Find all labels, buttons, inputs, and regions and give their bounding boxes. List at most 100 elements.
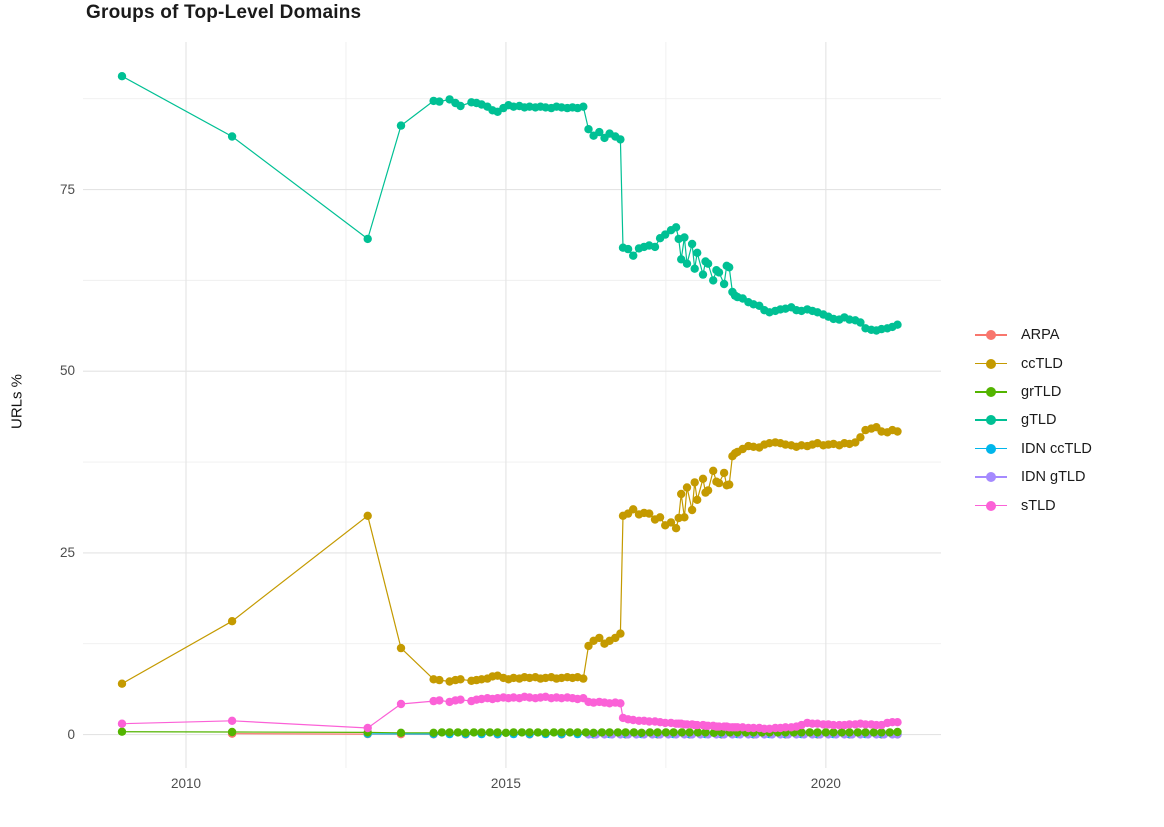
data-point-gtld bbox=[725, 263, 734, 272]
data-point-cctld bbox=[579, 674, 588, 683]
data-point-cctld bbox=[645, 509, 654, 518]
x-tick-label: 2015 bbox=[490, 776, 521, 791]
legend-item-label: gTLD bbox=[1021, 412, 1057, 429]
chart-title: Groups of Top-Level Domains bbox=[86, 2, 362, 23]
data-point-cctld bbox=[595, 633, 604, 643]
data-point-stld bbox=[861, 720, 870, 729]
data-point-grtld bbox=[509, 728, 518, 737]
data-point-gtld bbox=[856, 318, 865, 327]
data-point-grtld bbox=[581, 728, 591, 737]
legend-item-gtld: gTLD bbox=[975, 406, 1092, 434]
data-point-cctld bbox=[616, 629, 625, 638]
data-point-gtld bbox=[893, 320, 902, 329]
data-point-grtld bbox=[525, 728, 534, 737]
data-point-grtld bbox=[845, 728, 854, 737]
data-point-grtld bbox=[429, 728, 438, 737]
data-point-grtld bbox=[701, 728, 710, 737]
data-point-stld bbox=[456, 695, 465, 704]
data-point-grtld bbox=[693, 728, 703, 737]
data-point-grtld bbox=[685, 728, 694, 737]
data-point-grtld bbox=[613, 728, 623, 737]
legend-item-idn-gtld: IDN gTLD bbox=[975, 463, 1092, 491]
data-point-grtld bbox=[877, 728, 886, 737]
data-point-gtld bbox=[690, 264, 699, 273]
legend-key-icon bbox=[975, 358, 1007, 370]
data-point-cctld bbox=[117, 679, 127, 688]
data-point-cctld bbox=[703, 486, 713, 495]
data-point-grtld bbox=[853, 728, 862, 737]
data-point-gtld bbox=[714, 268, 724, 277]
legend: ARPA ccTLD grTLD gTLD IDN ccTLD IDN gTLD… bbox=[975, 321, 1092, 520]
data-point-grtld bbox=[885, 728, 894, 737]
data-point-stld bbox=[435, 696, 444, 705]
data-point-gtld bbox=[363, 234, 372, 244]
data-point-cctld bbox=[690, 478, 699, 487]
data-point-gtld bbox=[595, 127, 604, 137]
data-point-grtld bbox=[597, 728, 607, 737]
data-point-grtld bbox=[677, 728, 687, 737]
data-point-grtld bbox=[629, 728, 639, 737]
data-point-cctld bbox=[677, 489, 686, 499]
data-point-cctld bbox=[396, 643, 406, 653]
data-point-grtld bbox=[493, 728, 502, 737]
legend-item-label: IDN gTLD bbox=[1021, 469, 1086, 486]
data-point-cctld bbox=[671, 524, 681, 533]
data-point-grtld bbox=[837, 728, 846, 737]
data-point-grtld bbox=[501, 728, 511, 737]
data-point-cctld bbox=[680, 513, 689, 522]
data-point-cctld bbox=[655, 513, 665, 522]
data-point-grtld bbox=[117, 727, 127, 736]
data-point-stld bbox=[693, 720, 702, 730]
legend-item-label: grTLD bbox=[1021, 383, 1062, 400]
data-point-gtld bbox=[661, 230, 670, 239]
data-point-grtld bbox=[461, 728, 470, 737]
data-point-stld bbox=[845, 720, 854, 729]
data-point-grtld bbox=[396, 728, 406, 737]
data-point-gtld bbox=[703, 259, 713, 268]
data-point-grtld bbox=[805, 728, 814, 737]
data-point-grtld bbox=[797, 728, 806, 737]
data-point-grtld bbox=[533, 728, 543, 737]
data-point-cctld bbox=[714, 478, 724, 488]
data-point-cctld bbox=[856, 433, 865, 442]
data-point-cctld bbox=[893, 427, 902, 436]
data-point-stld bbox=[396, 699, 406, 709]
data-point-gtld bbox=[435, 97, 444, 106]
data-point-gtld bbox=[693, 248, 702, 257]
data-point-grtld bbox=[653, 728, 662, 737]
data-point-stld bbox=[661, 718, 670, 728]
data-point-grtld bbox=[573, 728, 582, 737]
data-point-stld bbox=[749, 723, 758, 733]
data-point-cctld bbox=[682, 483, 692, 492]
data-point-grtld bbox=[549, 728, 559, 737]
data-point-grtld bbox=[517, 728, 527, 737]
data-point-cctld bbox=[687, 505, 697, 515]
legend-item-label: sTLD bbox=[1021, 497, 1056, 514]
data-point-cctld bbox=[435, 675, 444, 685]
data-point-cctld bbox=[363, 511, 372, 520]
data-point-grtld bbox=[453, 728, 463, 737]
y-tick-label: 0 bbox=[67, 726, 75, 742]
legend-item-grtld: grTLD bbox=[975, 378, 1092, 406]
data-point-grtld bbox=[645, 728, 655, 737]
data-point-gtld bbox=[709, 276, 718, 285]
data-point-stld bbox=[781, 723, 790, 732]
data-point-grtld bbox=[477, 728, 486, 737]
data-point-gtld bbox=[629, 251, 638, 260]
data-point-grtld bbox=[437, 728, 447, 737]
data-point-cctld bbox=[719, 468, 729, 478]
y-tick-label: 50 bbox=[59, 363, 75, 379]
data-point-grtld bbox=[869, 728, 878, 737]
legend-item-arpa: ARPA bbox=[975, 321, 1092, 349]
data-point-grtld bbox=[589, 728, 598, 737]
data-point-gtld bbox=[671, 223, 681, 232]
legend-item-label: IDN ccTLD bbox=[1021, 440, 1092, 457]
data-point-grtld bbox=[557, 728, 566, 737]
data-point-gtld bbox=[579, 102, 588, 111]
legend-key-icon bbox=[975, 386, 1007, 398]
data-point-grtld bbox=[829, 728, 838, 737]
data-point-cctld bbox=[693, 495, 702, 504]
y-tick-label: 75 bbox=[59, 181, 75, 197]
data-point-cctld bbox=[709, 466, 718, 475]
